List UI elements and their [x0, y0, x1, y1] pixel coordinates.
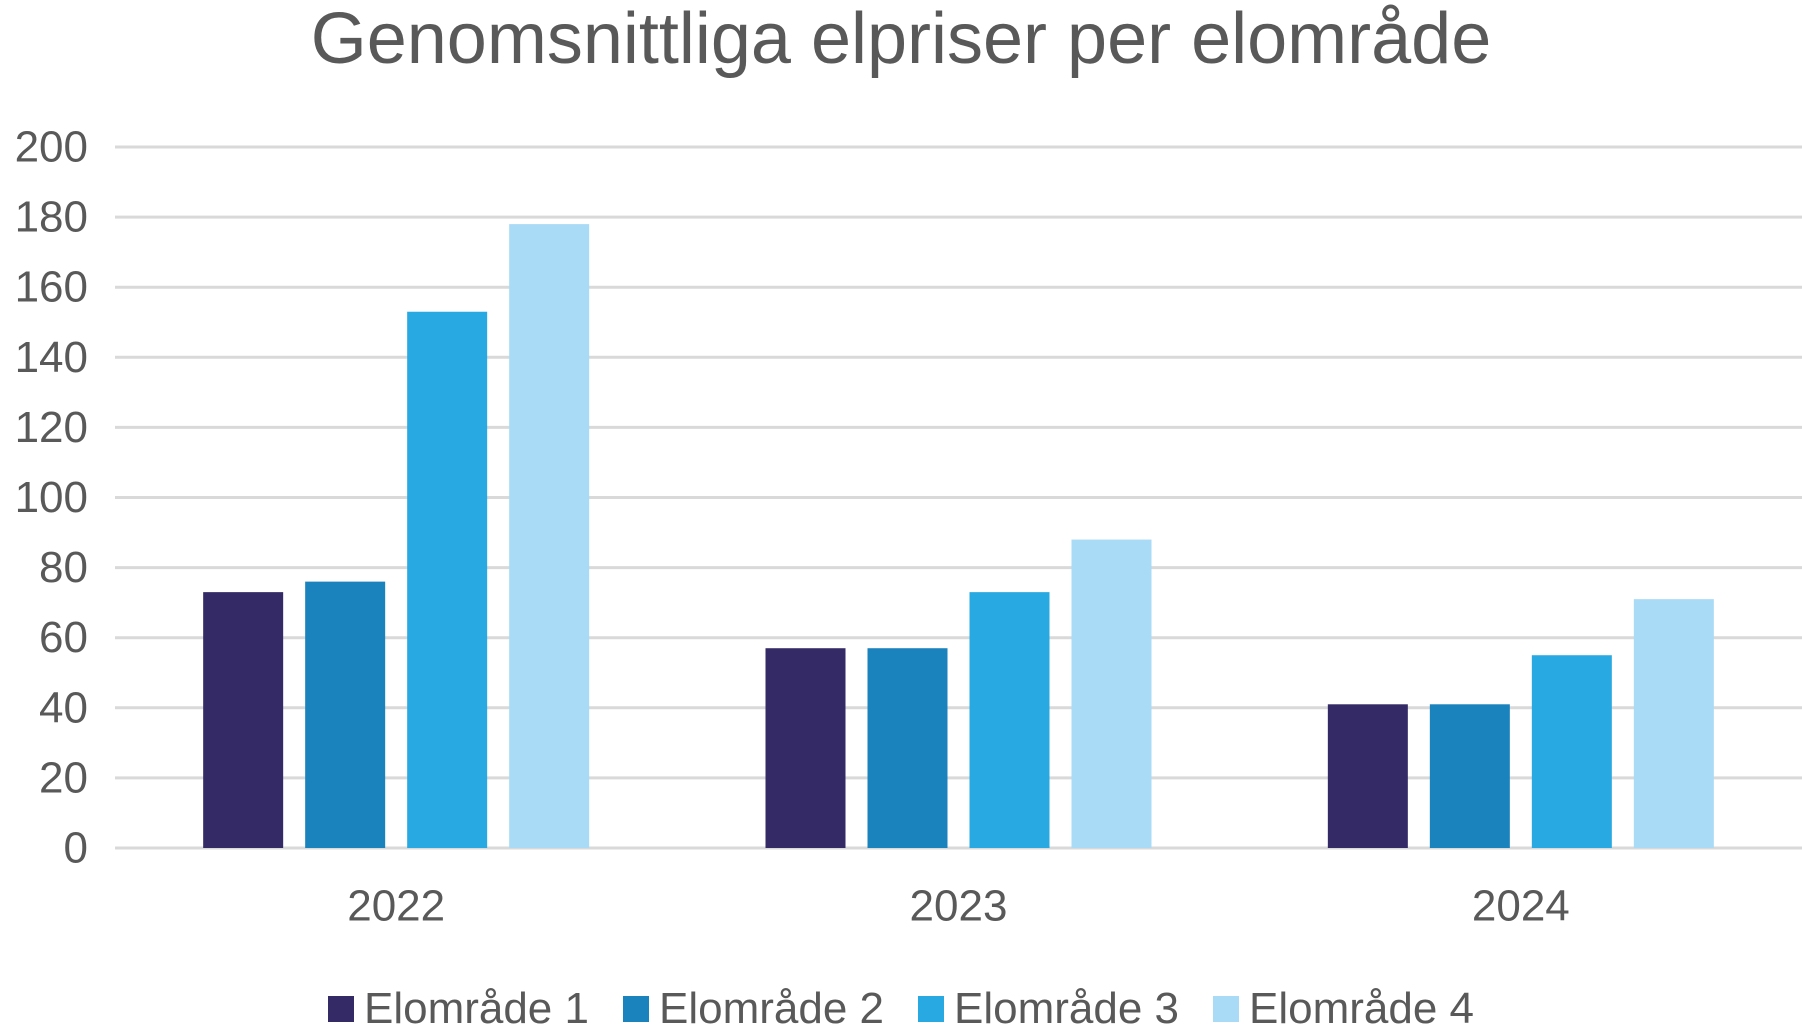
bar-2024-series-4 — [1633, 599, 1714, 848]
legend-item: Elområde 1 — [327, 984, 589, 1033]
bar-2023-series-3 — [969, 592, 1050, 848]
x-tick-label: 2022 — [347, 882, 445, 931]
bar-2023-series-4 — [1071, 539, 1152, 848]
y-tick-label: 140 — [15, 333, 88, 382]
bar-2022-series-4 — [509, 224, 590, 849]
y-tick-label: 40 — [39, 683, 88, 732]
legend-swatch — [327, 996, 354, 1022]
legend: Elområde 1 Elområde 2 Elområde 3 Elområde 4 — [0, 985, 1802, 1033]
gridlines — [115, 145, 1802, 850]
y-tick-label: 60 — [39, 613, 88, 662]
y-tick-label: 160 — [15, 263, 88, 312]
legend-item: Elområde 3 — [918, 985, 1179, 1033]
legend-swatch — [622, 996, 649, 1022]
bar-2024-series-3 — [1531, 655, 1612, 848]
legend-item: Elområde 2 — [622, 984, 884, 1033]
y-tick-label: 0 — [64, 824, 88, 873]
x-axis-ticks: 2022 2023 2024 — [347, 882, 1570, 931]
bar-2023-series-1 — [765, 648, 846, 848]
legend-label: Elområde 3 — [954, 984, 1180, 1033]
y-tick-label: 20 — [39, 753, 88, 802]
y-tick-label: 80 — [39, 543, 88, 592]
legend-item: Elområde 4 — [1213, 985, 1474, 1033]
bars — [203, 224, 1714, 849]
y-tick-label: 100 — [15, 473, 88, 522]
chart-title: Genomsnittliga elpriser per elområde — [310, 0, 1492, 79]
y-tick-label: 120 — [15, 403, 88, 452]
y-tick-label: 180 — [15, 193, 88, 242]
legend-label: Elområde 1 — [363, 984, 589, 1033]
x-tick-label: 2023 — [910, 882, 1008, 931]
y-axis-ticks: 0 20 40 60 80 100 120 140 160 180 200 — [15, 123, 88, 873]
legend-label: Elområde 4 — [1249, 984, 1475, 1033]
bar-2024-series-1 — [1327, 704, 1408, 848]
y-tick-label: 200 — [15, 123, 88, 172]
bar-2023-series-2 — [867, 648, 948, 848]
legend-label: Elområde 2 — [658, 984, 884, 1033]
x-tick-label: 2024 — [1472, 882, 1570, 931]
bar-2024-series-2 — [1429, 704, 1510, 848]
bar-2022-series-1 — [203, 592, 284, 848]
bar-2022-series-2 — [305, 581, 386, 848]
legend-swatch — [918, 996, 944, 1022]
legend-swatch — [1213, 996, 1240, 1022]
bar-2022-series-3 — [407, 311, 488, 848]
